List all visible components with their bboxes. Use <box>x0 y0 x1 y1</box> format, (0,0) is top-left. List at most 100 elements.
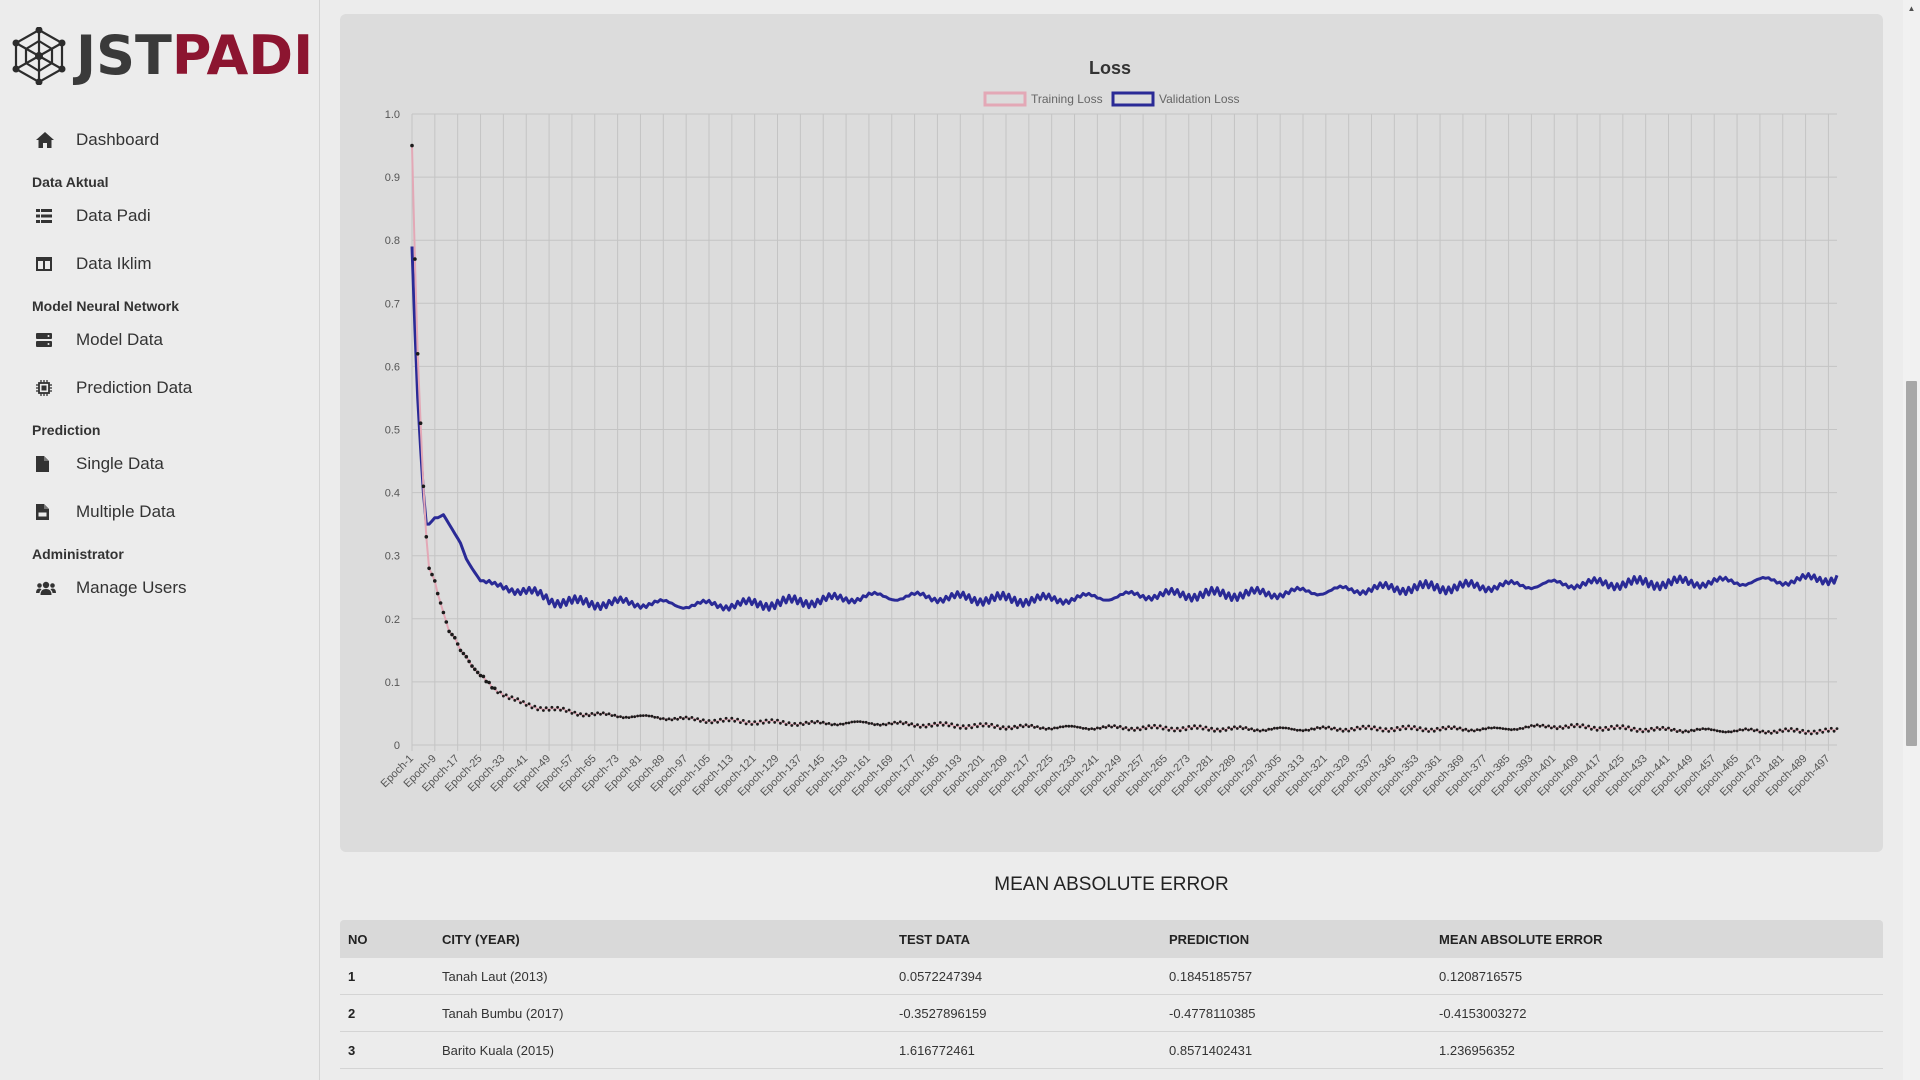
data-point <box>1141 725 1145 729</box>
section-heading-admin: Administrator <box>32 546 124 562</box>
data-point <box>1452 725 1456 729</box>
data-point <box>1472 729 1476 733</box>
sidebar-item-label: Multiple Data <box>76 502 176 521</box>
sidebar-item-dashboard[interactable]: Dashboard <box>32 124 159 156</box>
data-point <box>1153 723 1156 727</box>
data-point <box>896 722 899 725</box>
data-point <box>1204 725 1208 729</box>
data-point <box>1013 724 1016 728</box>
data-point <box>1581 723 1585 727</box>
data-point <box>473 667 477 672</box>
scrollbar-thumb[interactable] <box>1906 381 1917 746</box>
data-point <box>1464 727 1468 731</box>
data-point <box>1116 726 1119 730</box>
data-point <box>433 579 437 583</box>
header-test-data[interactable]: TEST DATA <box>899 931 971 947</box>
data-point <box>616 715 619 719</box>
cell-prediction: -0.4778110385 <box>1169 1005 1256 1021</box>
data-point <box>1207 728 1211 732</box>
data-point <box>870 722 874 725</box>
data-point <box>893 720 896 724</box>
legend-item[interactable]: Validation Loss <box>1111 91 1240 107</box>
data-point <box>990 722 994 726</box>
data-point <box>1535 723 1539 727</box>
data-point <box>1118 725 1122 728</box>
data-point <box>1684 729 1687 733</box>
data-point <box>1552 725 1556 728</box>
data-point <box>878 723 882 727</box>
table-icon <box>36 205 68 227</box>
sidebar-item-single-data[interactable]: Single Data <box>32 448 164 480</box>
data-point <box>1601 729 1605 732</box>
sidebar-item-manage-users[interactable]: Manage Users <box>32 572 187 604</box>
sidebar-item-model-data[interactable]: Model Data <box>32 324 163 356</box>
data-point <box>1775 731 1779 734</box>
data-point <box>1787 729 1790 733</box>
data-point <box>641 714 645 717</box>
data-point <box>467 659 471 664</box>
data-point <box>1238 725 1242 728</box>
data-point <box>747 720 751 723</box>
data-point <box>1161 727 1165 731</box>
data-point <box>987 725 991 728</box>
y-tick-label: 1.0 <box>385 109 400 121</box>
sidebar-item-data-padi[interactable]: Data Padi <box>32 200 151 232</box>
brand[interactable]: JSTPADI <box>12 26 313 86</box>
data-point <box>522 700 525 703</box>
data-point <box>1275 726 1279 730</box>
data-point <box>410 143 414 148</box>
data-point <box>621 716 625 720</box>
data-point <box>776 718 779 722</box>
data-point <box>876 722 879 726</box>
data-point <box>1544 725 1548 729</box>
data-point <box>1547 724 1550 728</box>
data-point <box>1441 725 1445 729</box>
data-point <box>930 724 934 728</box>
data-point <box>1164 725 1168 729</box>
sidebar-item-prediction-data[interactable]: Prediction Data <box>32 372 192 404</box>
data-point <box>1758 730 1762 734</box>
data-point <box>1561 727 1565 730</box>
data-point <box>1435 726 1439 730</box>
header-mae[interactable]: MEAN ABSOLUTE ERROR <box>1439 931 1603 947</box>
data-point <box>496 691 500 695</box>
data-point <box>884 723 888 727</box>
data-point <box>1530 724 1533 727</box>
sidebar-item-data-iklim[interactable]: Data Iklim <box>32 248 152 280</box>
series-line-validation-loss <box>410 246 1839 612</box>
data-point <box>1781 730 1785 733</box>
data-point <box>1627 725 1630 729</box>
data-point <box>1755 728 1759 732</box>
data-point <box>1690 728 1693 732</box>
cell-city: Barito Kuala (2015) <box>442 1042 555 1058</box>
cell-prediction: 0.1845185757 <box>1169 968 1253 984</box>
data-point <box>1284 726 1288 730</box>
data-point <box>502 694 505 698</box>
data-point <box>816 719 819 723</box>
data-point <box>1087 727 1091 731</box>
data-point <box>984 722 988 725</box>
data-point <box>1672 727 1676 731</box>
data-point <box>550 705 554 709</box>
loss-chart: Loss Training Loss Validation Loss 1.0 0.9… <box>379 58 1839 799</box>
data-point <box>415 352 420 356</box>
scroll-up-arrow-icon[interactable]: ▲ <box>1907 4 1916 13</box>
sidebar-item-multiple-data[interactable]: Multiple Data <box>32 496 175 528</box>
header-city[interactable]: CITY (YEAR) <box>442 931 520 947</box>
data-point <box>1255 728 1259 732</box>
data-point <box>1661 725 1665 729</box>
data-point <box>998 727 1002 731</box>
y-axis: 1.0 0.9 0.8 0.7 0.6 0.5 0.4 0.3 0.2 0.1 0 <box>385 109 400 752</box>
data-point <box>670 718 674 722</box>
header-no[interactable]: NO <box>348 931 368 947</box>
data-point <box>1218 729 1222 733</box>
legend-item[interactable]: Training Loss <box>983 91 1103 107</box>
data-point <box>1230 727 1233 731</box>
page-scrollbar[interactable]: ▲ <box>1903 0 1920 1080</box>
table-row: 1 Tanah Laut (2013) 0.0572247394 0.18451… <box>340 958 1883 995</box>
header-prediction[interactable]: PREDICTION <box>1169 931 1250 947</box>
data-point <box>1590 727 1593 731</box>
data-point <box>424 535 429 539</box>
training-loss-points <box>410 143 1839 736</box>
data-point <box>858 720 862 723</box>
